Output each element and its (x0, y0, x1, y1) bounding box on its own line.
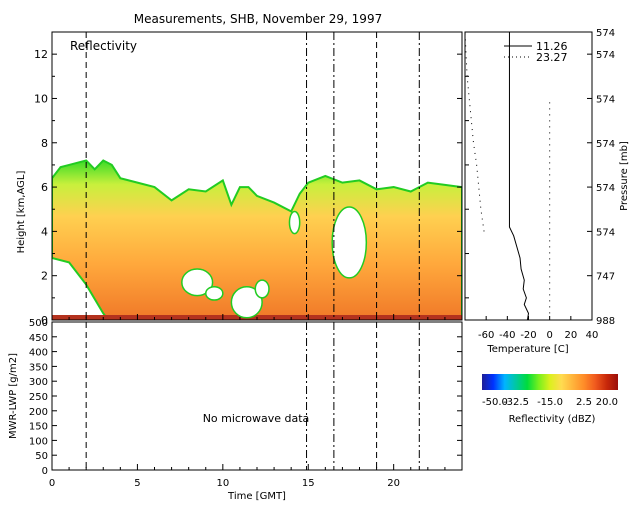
sounding-lines (464, 31, 551, 321)
colorbar-tick-label: 20.0 (596, 397, 618, 408)
lwp-tick-label: 150 (29, 422, 48, 433)
lwp-tick-label: 200 (29, 407, 48, 418)
temperature-tick-label: -40 (499, 330, 515, 341)
time-axis-label: Time [GMT] (227, 491, 286, 502)
lwp-tick-label: 400 (29, 348, 48, 359)
time-tick-label: 0 (49, 478, 55, 489)
temperature-tick-label: -60 (478, 330, 494, 341)
time-tick-label: 15 (302, 478, 315, 489)
colorbar-bar (482, 374, 618, 390)
figure-title: Measurements, SHB, November 29, 1997 (134, 12, 382, 26)
mwr-y-axis: 0 50 100 150 200 250 300 350 400 450 500 (29, 318, 462, 477)
sounding-series (508, 32, 530, 321)
colorbar-ticks: -50.0-32.5 -15.0 2.5 20.0 (482, 397, 618, 408)
colorbar-tick-label: -15.0 (537, 397, 563, 408)
y-tick-label: 2 (41, 270, 48, 283)
cloud-hole (205, 286, 224, 301)
reflectivity-panel-label: Reflectivity (70, 39, 137, 53)
cloud-field (52, 159, 462, 320)
sounding-frame (464, 31, 593, 321)
time-axis: 0 5 10 15 20 (49, 314, 446, 489)
pressure-tick-label: 574 (596, 227, 615, 238)
lwp-tick-label: 500 (29, 318, 48, 329)
lwp-tick-label: 250 (29, 392, 48, 403)
colorbar: -50.0-32.5 -15.0 2.5 20.0 Reflectivity (dBZ… (482, 374, 618, 425)
lwp-tick-label: 100 (29, 436, 48, 447)
mwr-frame (51, 321, 463, 471)
y-tick-label: 0 (41, 314, 48, 327)
lwp-tick-label: 300 (29, 377, 48, 388)
time-tick-label: 5 (134, 478, 140, 489)
lwp-tick-label: 0 (42, 466, 48, 477)
y-tick-label: 8 (41, 137, 48, 150)
no-data-annotation: No microwave data (203, 412, 310, 425)
pressure-tick-label: 574 (596, 94, 615, 105)
lwp-axis-label: MWR-LWP [g/m2] (8, 353, 19, 439)
temperature-tick-label: -20 (520, 330, 536, 341)
temperature-tick-label: 40 (586, 330, 599, 341)
reflectivity-y-axis: 0 2 4 6 8 10 12 (34, 31, 462, 327)
pressure-tick-label: 747 (596, 272, 615, 283)
y-tick-label: 6 (41, 181, 48, 194)
colorbar-label: Reflectivity (dBZ) (509, 414, 596, 425)
pressure-tick-label: 574 (596, 50, 615, 61)
reflectivity-panel: 0 2 4 6 8 10 12 Reflectivity Height [km,AGL] (16, 31, 463, 327)
colorbar-tick-label: -50.0 (482, 397, 508, 408)
y-tick-label: 4 (41, 225, 48, 238)
height-axis-label: Height [km,AGL] (16, 171, 27, 254)
temperature-tick-label: 0 (546, 330, 552, 341)
y-tick-label: 12 (34, 48, 48, 61)
colorbar-tick-label: -32.5 (503, 397, 529, 408)
pressure-tick-label: 574 (596, 183, 615, 194)
cloud-hole (288, 210, 301, 235)
cloud-hole (230, 286, 263, 319)
cloud-hole (181, 268, 214, 297)
temperature-tick-label: 20 (564, 330, 577, 341)
cloud-hole (331, 206, 368, 279)
pressure-tick-label: 574 (596, 139, 615, 150)
reflectivity-marker-lines (85, 32, 420, 320)
cloud-hole (254, 279, 270, 299)
legend-label-1: 11.26 (536, 40, 568, 53)
lwp-tick-label: 450 (29, 333, 48, 344)
lwp-tick-label: 50 (35, 451, 48, 462)
time-tick-label: 20 (387, 478, 400, 489)
pressure-axis: 988 747 574 574 574 574 574 574 (465, 28, 615, 327)
reflectivity-field (52, 159, 462, 320)
sounding-panel: -60 -40 -20 0 20 40 Temperature [C] 11.26 23.… (464, 28, 630, 355)
y-tick-label: 10 (34, 92, 48, 105)
pressure-tick-label: 574 (596, 28, 615, 39)
mwr-marker-lines (85, 322, 420, 470)
lwp-tick-label: 350 (29, 362, 48, 373)
colorbar-tick-label: 2.5 (576, 397, 592, 408)
sounding-legend: 11.26 23.27 (504, 40, 568, 64)
temperature-axis-label: Temperature [C] (486, 344, 568, 355)
pressure-tick-label: 988 (596, 316, 615, 327)
pressure-axis-label: Pressure [mb] (619, 141, 630, 211)
legend-label-2: 23.27 (536, 51, 568, 64)
time-tick-label: 10 (216, 478, 229, 489)
sounding-series (464, 31, 485, 232)
cloud-holes (181, 206, 368, 319)
temperature-axis: -60 -40 -20 0 20 40 (478, 316, 598, 341)
